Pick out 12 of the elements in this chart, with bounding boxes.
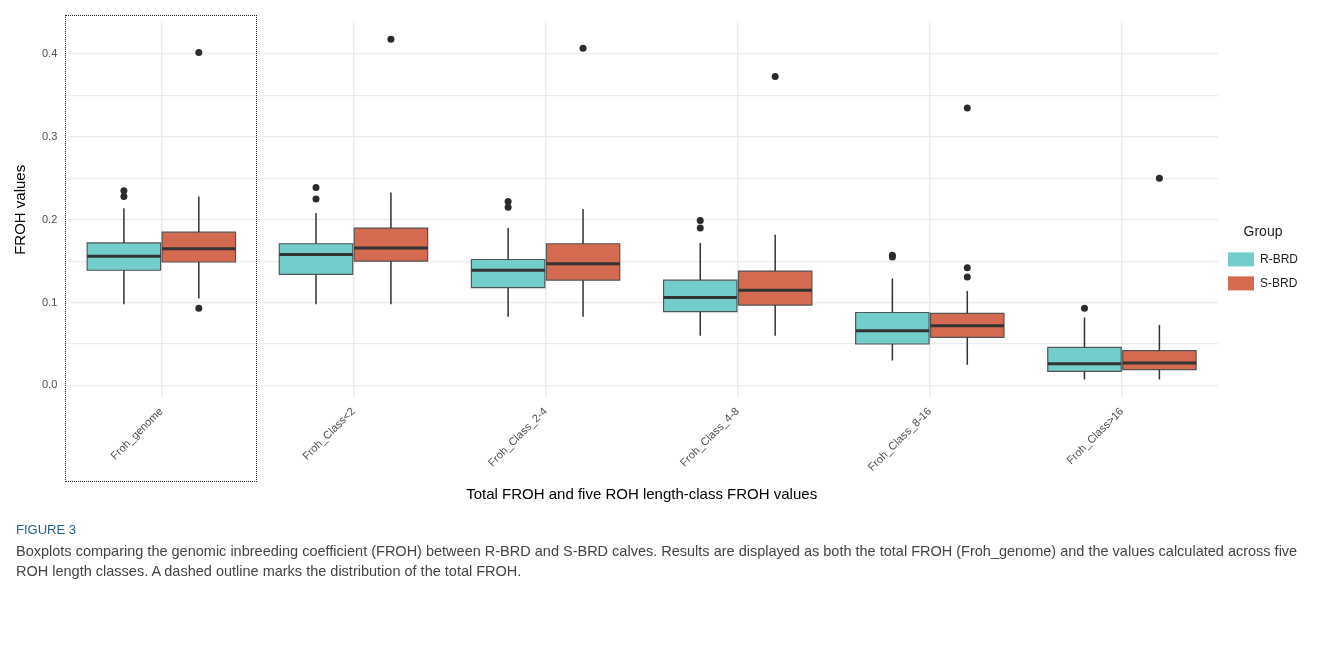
legend-title: Group	[1243, 223, 1283, 240]
legend-label: S-BRD	[1260, 275, 1298, 290]
y-tick-label: 0.3	[41, 129, 58, 142]
y-tick-label: 0.0	[41, 378, 58, 391]
y-tick-label: 0.2	[41, 212, 58, 225]
x-axis-title: Total FROH and five ROH length-class FROH values	[466, 485, 818, 503]
y-tick-label: 0.1	[41, 295, 58, 308]
text: Boxplots comparing the genomic inbreeding coefficient (FROH) between R-BRD and S-BRD calves. Results are displayed as both the total FROH (Froh_genome) and the values calculated across five ROH length classes. A dashed outline marks the distribution of the total FROH.	[16, 542, 1299, 581]
legend-label: R-BRD	[1260, 251, 1299, 266]
y-tick-label: 0.4	[41, 47, 58, 60]
text: FIGURE 3	[16, 522, 77, 537]
y-axis-title: FROH values	[11, 164, 29, 255]
